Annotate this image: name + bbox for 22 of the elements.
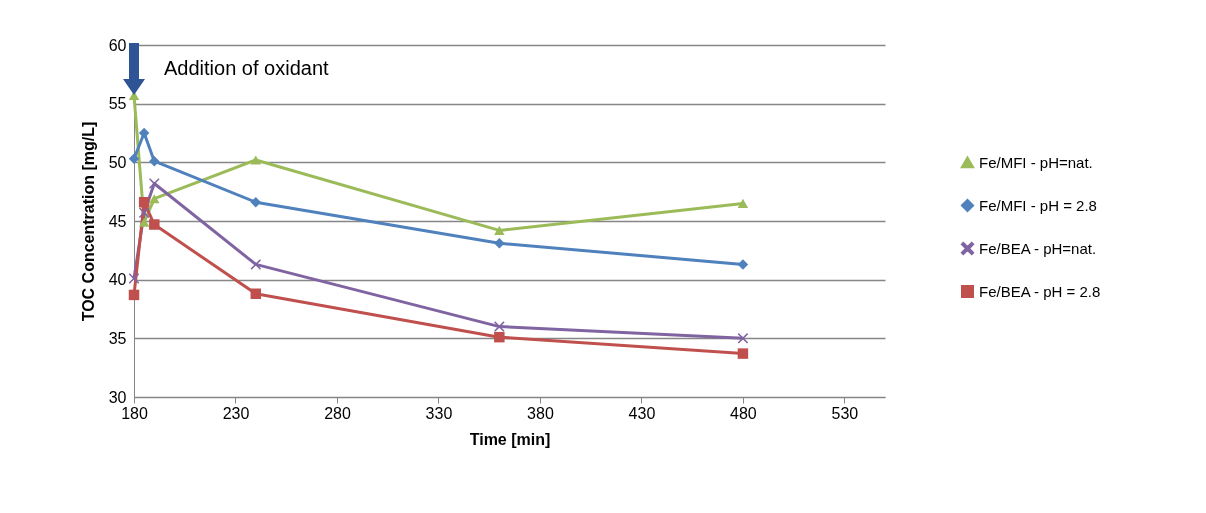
legend-label: Fe/MFI - pH=nat.	[979, 153, 1093, 171]
x-tick-label: 280	[324, 404, 351, 422]
y-tick-label: 50	[108, 153, 127, 171]
legend-label: Fe/MFI - pH = 2.8	[979, 196, 1097, 214]
x-tick-label: 230	[222, 404, 250, 422]
y-tick-label: 60	[108, 36, 127, 54]
y-tick-label: 55	[108, 95, 127, 113]
y-axis-title: TOC Concentration [mg/L]	[79, 121, 97, 322]
x-tick-label: 330	[425, 404, 453, 422]
y-tick-label: 30	[108, 388, 127, 406]
y-tick-label: 35	[108, 329, 127, 347]
x-axis-title: Time [min]	[469, 430, 551, 448]
legend-label: Fe/BEA - pH=nat.	[979, 239, 1097, 257]
y-tick-label: 45	[108, 212, 127, 230]
x-tick-label: 180	[121, 404, 148, 422]
x-tick-label: 430	[628, 404, 656, 422]
y-tick-label: 40	[108, 271, 127, 289]
annotation: Addition of oxidant	[164, 57, 329, 79]
x-tick-label: 380	[527, 404, 554, 422]
legend-label: Fe/BEA - pH = 2.8	[979, 282, 1101, 300]
x-tick-label: 530	[831, 404, 859, 422]
x-tick-label: 480	[730, 404, 757, 422]
